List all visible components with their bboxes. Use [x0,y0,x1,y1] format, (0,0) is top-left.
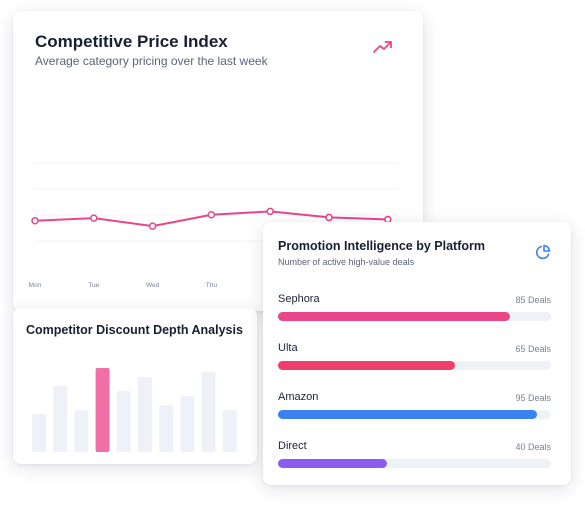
price-index-card: Mon Tue Wed Thu Competitive Price Index Ave… [13,11,423,311]
price-data-point [31,217,39,225]
platform-deal-count: 85 Deals [515,295,551,305]
discount-bar [159,405,174,452]
price-data-point [325,213,333,222]
platform-name: Direct [278,440,307,452]
price-data-point [207,211,216,219]
discount-bar [201,372,216,452]
platform-progress-fill [278,312,511,321]
discount-bar [138,377,152,452]
discount-bar [222,410,237,452]
trending-up-icon[interactable] [372,39,394,55]
platform-progress-track [278,361,551,370]
discount-bar-highlight [95,368,110,452]
discount-depth-title: Competitor Discount Depth Analysis [26,323,243,337]
promotion-title: Promotion Intelligence by Platform [278,239,485,253]
platform-row-sephora: Sephora 85 Deals [278,293,551,333]
x-tick-label: Mon [29,282,42,289]
promotion-card: Promotion Intelligence by Platform Numbe… [263,222,571,485]
platform-progress-fill [278,459,388,468]
price-index-title: Competitive Price Index [35,32,228,51]
pie-chart-icon[interactable] [535,244,551,260]
platform-name: Amazon [278,391,319,403]
platform-name: Sephora [278,293,320,305]
x-tick-label: Tue [88,282,99,289]
platform-row-ulta: Ulta 65 Deals [278,342,551,382]
x-tick-label: Wed [146,282,160,289]
platform-progress-fill [278,410,538,419]
platform-row-direct: Direct 40 Deals [278,440,551,480]
x-tick-label: Thu [206,282,218,289]
platform-deal-count: 65 Deals [515,344,551,354]
platform-progress-track [278,459,551,468]
price-index-subtitle: Average category pricing over the last w… [35,54,268,68]
price-data-point [148,222,157,230]
platform-row-amazon: Amazon 95 Deals [278,391,551,431]
discount-bar [180,396,195,452]
price-index-chart: Mon Tue Wed Thu [29,162,397,289]
platform-progress-fill [278,361,456,370]
price-data-point [90,214,98,222]
price-data-point [266,207,274,216]
platform-progress-track [278,410,551,419]
discount-bar [116,391,131,452]
platform-deal-count: 40 Deals [515,442,551,452]
discount-bar [32,414,46,452]
discount-bar [53,386,68,452]
promotion-subtitle: Number of active high-value deals [278,257,415,267]
discount-depth-card: Competitor Discount Depth Analysis [13,308,257,464]
platform-progress-track [278,312,551,321]
platform-deal-count: 95 Deals [515,393,551,403]
platform-name: Ulta [278,342,298,354]
discount-depth-chart [32,368,237,452]
discount-bar [74,410,89,452]
